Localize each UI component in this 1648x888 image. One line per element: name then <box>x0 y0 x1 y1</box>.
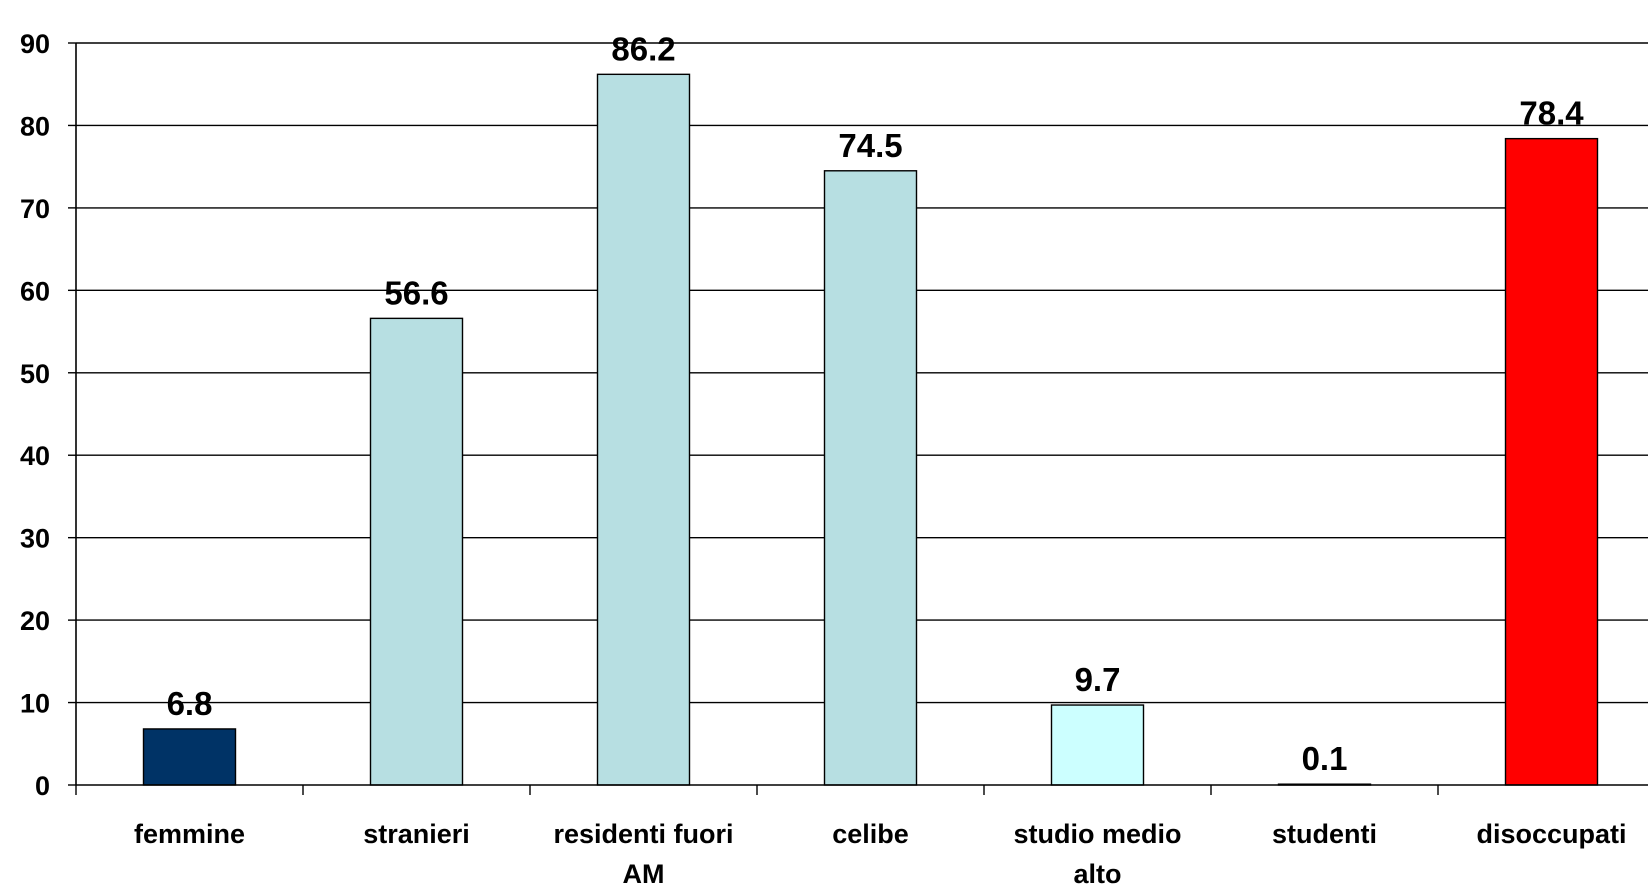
x-tick-label: disoccupati <box>1476 819 1626 849</box>
data-label: 0.1 <box>1302 740 1348 777</box>
y-tick-label: 0 <box>35 771 50 801</box>
y-tick-label: 50 <box>20 359 50 389</box>
y-tick-label: 90 <box>20 29 50 59</box>
axes <box>68 42 1648 795</box>
y-tick-label: 80 <box>20 111 50 141</box>
data-label: 78.4 <box>1519 95 1584 132</box>
data-label: 74.5 <box>838 127 902 164</box>
x-tick-label: studenti <box>1272 819 1377 849</box>
x-tick-label: studio medio alto <box>1014 819 1182 888</box>
x-tick-label: stranieri <box>363 819 470 849</box>
y-tick-label: 10 <box>20 689 50 719</box>
bar <box>1050 704 1145 786</box>
bar <box>142 728 237 786</box>
y-tick-label: 20 <box>20 606 50 636</box>
bar <box>823 170 918 786</box>
data-label: 56.6 <box>384 274 448 311</box>
labels: 0 10 20 30 40 50 60 70 80 90 6.8 56.6 86.2 74.5 9.7 0.1… <box>20 29 1627 888</box>
y-tick-label: 70 <box>20 194 50 224</box>
data-label: 6.8 <box>167 685 213 722</box>
y-tick-label: 40 <box>20 441 50 471</box>
bar <box>369 317 464 786</box>
y-tick-label: 30 <box>20 524 50 554</box>
x-tick-label: residenti fuori AM <box>553 819 733 888</box>
bar <box>1504 137 1599 786</box>
x-tick-label: celibe <box>832 819 909 849</box>
bars <box>142 73 1599 786</box>
bar <box>596 73 691 786</box>
data-label: 9.7 <box>1075 661 1121 698</box>
x-tick-label: femmine <box>134 819 245 849</box>
y-tick-label: 60 <box>20 276 50 306</box>
data-label: 86.2 <box>611 30 675 67</box>
